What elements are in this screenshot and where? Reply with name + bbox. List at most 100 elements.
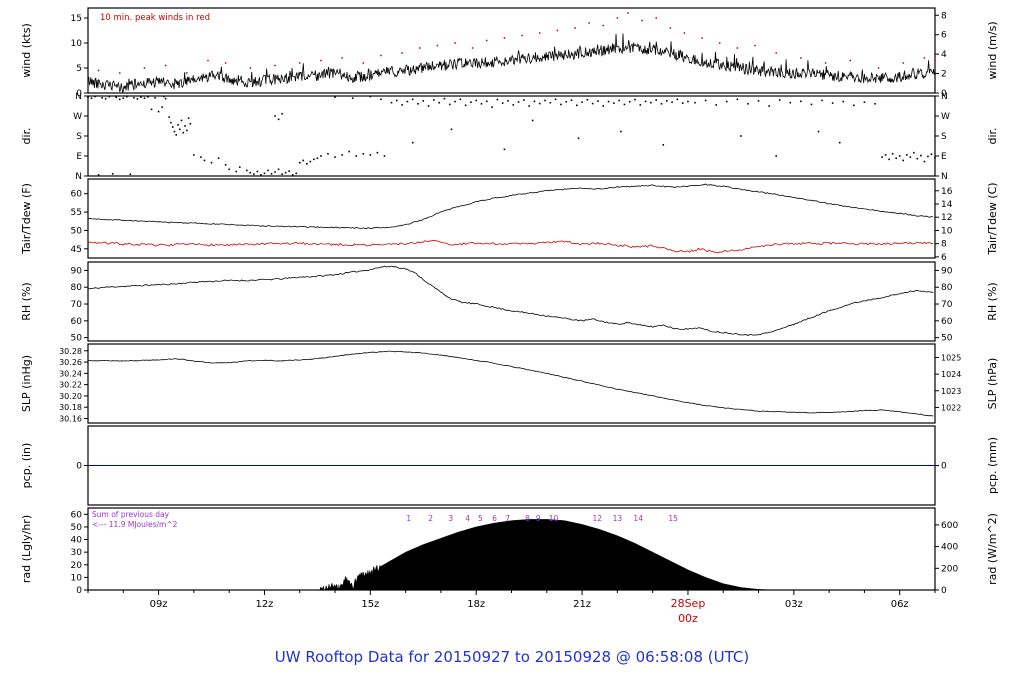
dir-dot [565,100,568,103]
dir-dot [422,100,425,102]
dir-dot [503,148,506,151]
dir-tick-right: N [941,172,948,182]
rad-note-2: <--- 11.9 MJoules/m^2 [92,520,178,529]
dir-dot [253,173,255,176]
dir-dot [136,98,139,100]
dir-dot [448,103,451,106]
dir-dot [913,151,915,154]
dir-dot [613,102,615,104]
dir-dot [715,104,717,106]
dir-dot [277,168,280,171]
dir-dot [390,101,393,104]
slp-tick-right: 1024 [941,370,961,379]
x-axis: 09z 12z 15z 18z 21z 03z 06z 28Sep 00z [87,590,936,625]
rad-tick-left: 50 [71,523,83,533]
panel-pcp: 0 0 pcp. (in) pcp. (mm) [20,425,999,506]
rh-tick-left: 60 [71,317,83,327]
dir-dot [927,155,929,158]
dir-dot [129,173,132,176]
dir-dot [581,101,583,104]
dir-dot [270,172,273,175]
dir-dot [126,95,128,98]
dir-dot [533,100,536,103]
wind-tick-right: 0 [941,89,947,99]
dir-dot [369,154,372,156]
slp-ylabel-right: SLP (hPa) [986,358,999,410]
dir-dot [313,158,315,161]
tdew-line [87,239,934,254]
dir-dot [874,102,876,105]
dir-dot [577,137,580,140]
dir-dot [528,105,530,107]
dir-dot [475,99,478,102]
rad-hour-label: 5 [478,514,483,523]
dir-dot [671,101,673,104]
dir-dot [433,99,435,101]
wind-ylabel-left: wind (kts) [20,23,33,78]
dir-dot [177,124,179,126]
dir-dot [90,97,93,100]
slp-tick-left: 30.22 [59,381,82,390]
dir-dot [260,174,262,176]
dir-tick-left: N [75,172,82,182]
dir-dot [184,125,186,127]
dir-dot [810,103,813,106]
dir-dot [87,96,89,98]
rad-tick-right: 600 [941,521,958,531]
rh-line [87,265,934,336]
wind-peak-dot [97,69,100,72]
dir-dot [655,99,657,101]
dir-dot [281,173,283,176]
dir-dot [427,105,430,107]
slp-tick-left: 30.28 [59,347,82,356]
rh-tick-right: 90 [941,266,953,276]
dir-dot [665,100,668,102]
temp-tick-left: 50 [71,226,83,236]
dir-dot [157,110,160,113]
dir-dot [934,156,936,159]
wind-peak-dot [718,42,721,44]
dir-dot [470,101,472,104]
dir-dot [291,174,294,176]
rad-ylabel-left: rad (Lgly/hr) [20,515,33,583]
dir-dot [246,169,248,172]
wind-peak-dot [401,52,403,54]
dir-dot [881,156,883,158]
dir-dot [905,154,908,156]
dir-dot [575,104,578,107]
wind-peak-dot [436,44,439,47]
rad-hour-label: 4 [465,514,470,523]
wind-peak-dot [588,22,591,24]
dir-dot [320,155,322,157]
dir-dot [450,128,453,131]
dir-dot [383,155,386,157]
slp-tick-right: 1025 [941,353,961,362]
wind-peak-dot [574,27,576,29]
wind-peak-dot [224,62,227,64]
rad-note-1: Sum of previous day [92,510,170,519]
wind-peak-dot [485,39,488,42]
dir-dot [164,97,167,100]
dir-dot [644,100,647,103]
wind-peak-dot [118,72,121,74]
dir-dot [523,99,525,101]
dir-dot [586,98,589,101]
dir-dot [681,102,684,104]
slp-tick-right: 1022 [941,403,961,412]
dir-dot [591,102,594,105]
wind-peak-dot [274,64,276,67]
rad-hour-label: 7 [505,514,510,523]
dir-dot [411,141,414,144]
dir-dot [459,98,462,101]
wind-peak-dot [641,19,643,22]
dir-dot [182,131,185,134]
wind-peak-dot [849,59,852,62]
dir-dot [309,160,312,163]
dir-dot [417,102,419,105]
wind-peak-dot [298,62,301,64]
temp-tick-right: 6 [941,253,947,263]
rad-hour-label: 1 [406,514,411,523]
dir-dot [517,101,520,103]
dir-dot [298,161,301,164]
